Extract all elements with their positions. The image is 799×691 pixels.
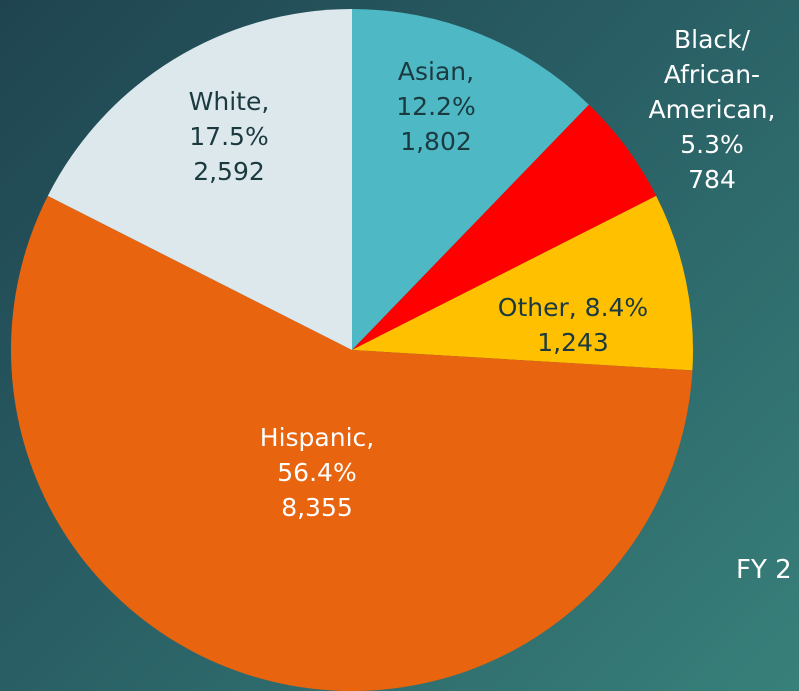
slice-label-line: 17.5%	[189, 122, 268, 151]
slice-label-line: African-	[664, 60, 760, 89]
pie-slice-white	[47, 9, 352, 350]
slice-label-line: 8,355	[281, 493, 353, 522]
pie-slice-asian	[352, 9, 589, 350]
slice-label-line: Hispanic,	[260, 423, 374, 452]
slice-label-line: 12.2%	[396, 92, 475, 121]
slice-label-asian: Asian, 12.2% 1,802	[396, 57, 475, 156]
slice-label-line: American,	[649, 95, 776, 124]
slice-label-line: 1,802	[400, 127, 472, 156]
slice-label-hispanic: Hispanic, 56.4% 8,355	[260, 423, 374, 522]
pie-labels: Asian, 12.2% 1,802 Black/African- American, 5…	[189, 25, 776, 522]
slice-label-line: 5.3%	[680, 130, 744, 159]
slice-label-other: Other, 8.4% 1,243	[498, 293, 648, 357]
slice-label-line: Black/	[674, 25, 751, 54]
slice-label-line: Asian,	[398, 57, 474, 86]
slice-label-black-african-american: Black/African- American, 5.3% 784	[649, 25, 776, 194]
fiscal-year-label: FY 2	[736, 555, 792, 585]
slice-label-line: Other, 8.4%	[498, 293, 648, 322]
slice-label-line: 56.4%	[277, 458, 356, 487]
pie-slices	[11, 9, 693, 691]
slice-label-line: White,	[189, 87, 270, 116]
slice-label-line: 1,243	[537, 328, 609, 357]
pie-slice-other	[352, 195, 693, 371]
pie-slice-hispanic	[11, 195, 693, 691]
slice-label-line: 2,592	[193, 157, 265, 186]
slice-label-line: 784	[688, 165, 736, 194]
slice-label-white: White, 17.5% 2,592	[189, 87, 270, 186]
pie-slice-black-african-american	[352, 104, 657, 351]
